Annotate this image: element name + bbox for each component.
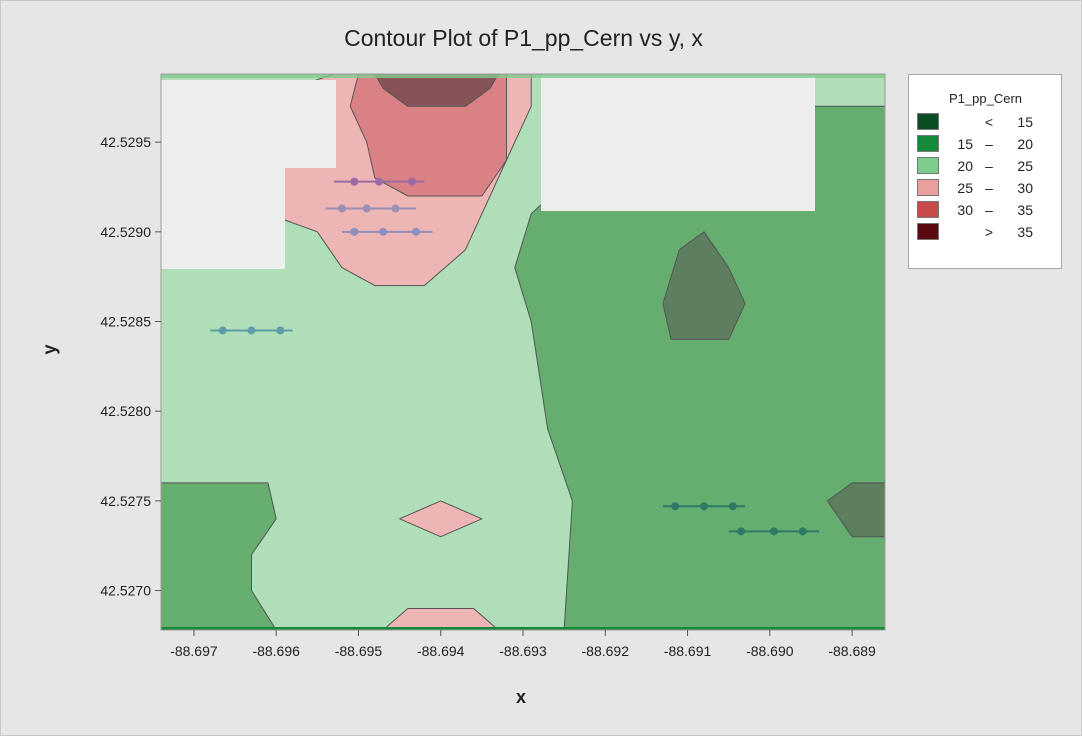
legend-title: P1_pp_Cern: [949, 91, 1022, 106]
legend-high-value: 20: [1017, 136, 1033, 152]
legend-low-value: 25: [957, 180, 973, 196]
legend-operator: >: [984, 224, 994, 240]
legend-operator: –: [985, 202, 993, 218]
overlay-block: [541, 76, 815, 211]
legend-swatch: [917, 113, 939, 130]
x-tick-label: -88.689: [828, 643, 876, 659]
legend-swatch: [917, 223, 939, 240]
data-point-4-2: [379, 227, 388, 236]
legend-swatch: [917, 179, 939, 196]
legend-low-value: 30: [957, 202, 973, 218]
y-axis-label: y: [39, 344, 60, 355]
legend-entry: 15– 20: [917, 135, 1057, 155]
legend-entry: 30– 35: [917, 201, 1057, 221]
legend-high-value: 30: [1017, 180, 1033, 196]
overlay-block: [161, 80, 336, 168]
y-tick-label: 42.5290: [100, 224, 151, 240]
x-tick-label: -88.695: [335, 643, 383, 659]
y-tick-label: 42.5285: [100, 314, 151, 330]
legend-swatch: [917, 135, 939, 152]
x-tick-label: -88.691: [664, 643, 712, 659]
data-point-5-3: [728, 502, 737, 511]
legend: P1_pp_Cern <15 15–20 20–25 25–30 30–35 >35: [908, 74, 1062, 269]
legend-operator: –: [985, 158, 993, 174]
x-tick-label: -88.693: [499, 643, 547, 659]
legend-high-value: 35: [1017, 202, 1033, 218]
legend-operator: <: [984, 114, 994, 130]
data-point-4-3: [412, 227, 421, 236]
data-point-3-2: [362, 204, 371, 213]
data-point-3-3: [391, 204, 400, 213]
data-point-2-1: [350, 177, 359, 186]
data-point-2-3: [407, 177, 416, 186]
y-tick-label: 42.5275: [100, 493, 151, 509]
data-point-1-2: [247, 326, 256, 335]
y-tick-label: 42.5270: [100, 583, 151, 599]
legend-entry: 20– 25: [917, 157, 1057, 177]
x-axis-label: x: [515, 687, 526, 707]
top-edge-band: [161, 74, 885, 78]
overlay-block: [161, 168, 285, 269]
legend-swatch: [917, 157, 939, 174]
x-tick-label: -88.696: [252, 643, 300, 659]
data-point-5-2: [700, 502, 708, 511]
data-point-6-1: [737, 527, 746, 536]
legend-entry: <15: [917, 113, 1057, 133]
data-point-6-3: [798, 527, 807, 536]
x-tick-label: -88.697: [170, 643, 218, 659]
x-tick-label: -88.692: [582, 643, 630, 659]
data-point-6-2: [769, 527, 778, 536]
legend-high-value: 35: [1017, 224, 1033, 240]
x-tick-label: -88.694: [417, 643, 465, 659]
legend-swatch: [917, 201, 939, 218]
legend-entry: 25– 30: [917, 179, 1057, 199]
data-point-2-2: [375, 177, 384, 186]
y-tick-label: 42.5280: [100, 403, 151, 419]
contour-region-4: [662, 231, 746, 340]
data-point-1-1: [218, 326, 227, 335]
x-tick-label: -88.690: [746, 643, 794, 659]
legend-low-value: 15: [957, 136, 973, 152]
legend-low-value: 20: [957, 158, 973, 174]
data-point-1-3: [276, 326, 285, 335]
legend-high-value: 25: [1017, 158, 1033, 174]
bottom-edge-band: [161, 627, 885, 630]
data-point-5-1: [671, 502, 680, 511]
data-point-4-1: [350, 227, 359, 236]
chart-title: Contour Plot of P1_pp_Cern vs y, x: [344, 25, 703, 51]
legend-high-value: 15: [1017, 114, 1033, 130]
contour-region-7: [399, 500, 483, 538]
legend-operator: –: [985, 136, 993, 152]
legend-operator: –: [985, 180, 993, 196]
legend-entry: >35: [917, 223, 1057, 243]
data-point-3-1: [338, 204, 346, 213]
y-tick-label: 42.5295: [100, 134, 151, 150]
contour-region-3: [160, 482, 277, 631]
